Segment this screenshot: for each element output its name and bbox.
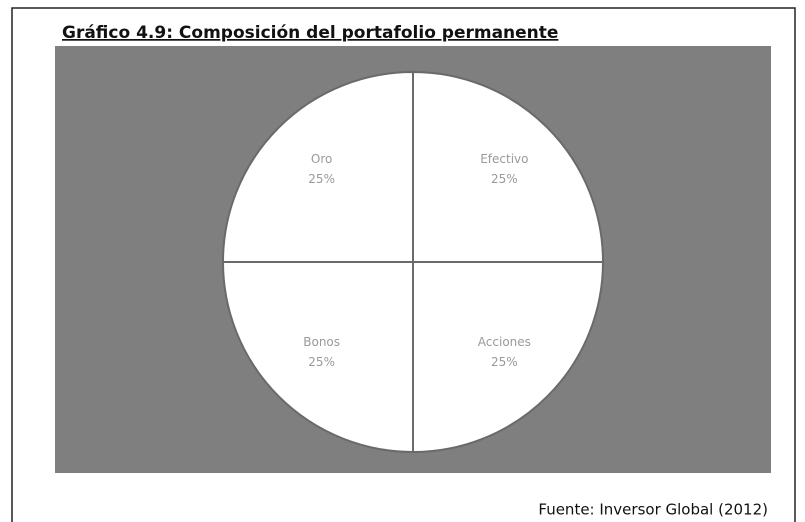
pie-slice (412, 261, 605, 454)
frame (11, 7, 796, 522)
slice-label: Bonos (303, 335, 340, 349)
pie-slice (221, 70, 414, 263)
slice-value-label: 25% (308, 172, 335, 186)
chart-title: Gráfico 4.9: Composición del portafolio … (62, 23, 558, 43)
slice-value-label: 25% (491, 172, 518, 186)
source-note: Fuente: Inversor Global (2012) (538, 501, 768, 519)
slice-label: Acciones (478, 335, 531, 349)
slice-value-label: 25% (491, 355, 518, 369)
slice-label: Efectivo (480, 152, 528, 166)
slice-label: Oro (311, 152, 332, 166)
pie-slice (412, 70, 605, 263)
pie-slice (221, 261, 414, 454)
slice-value-label: 25% (308, 355, 335, 369)
